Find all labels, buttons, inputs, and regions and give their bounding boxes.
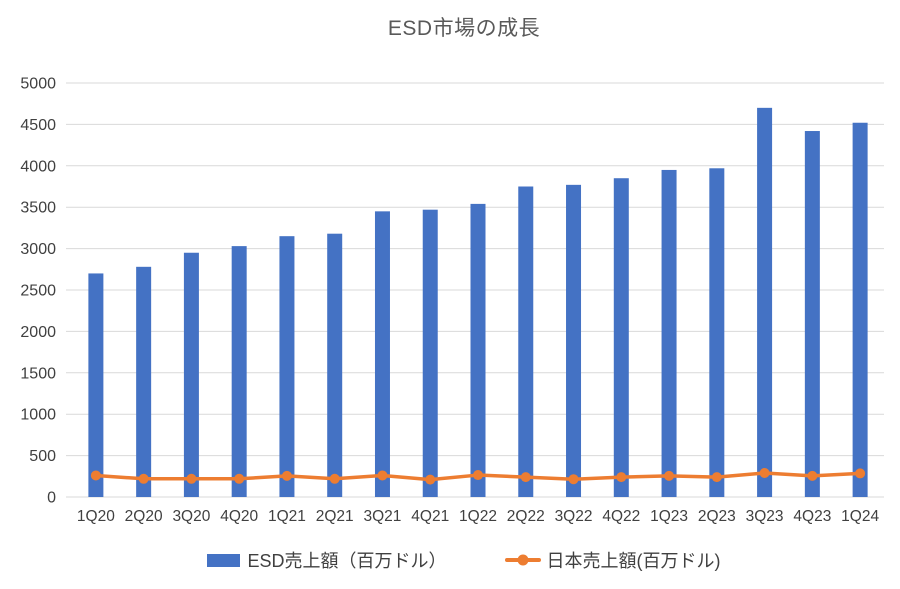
bar-1Q23 [661,169,677,497]
bar-3Q20 [183,252,199,497]
x-tick-label-3Q21: 3Q21 [364,508,402,525]
x-tick-label-3Q22: 3Q22 [555,508,593,525]
line-point-4Q21 [425,474,436,485]
x-tick-label-2Q21: 2Q21 [316,508,354,525]
bar-1Q24 [852,122,868,497]
bar-3Q22 [566,184,582,497]
y-tick-label-500: 500 [29,448,56,465]
legend-item-japan-sales: 日本売上額(百万ドル) [504,547,721,573]
line-point-3Q21 [377,470,388,481]
x-tick-label-3Q23: 3Q23 [746,508,784,525]
bar-1Q21 [279,236,295,497]
bar-4Q20 [231,246,247,497]
line-point-1Q22 [473,470,483,481]
x-tick-label-2Q23: 2Q23 [698,508,736,525]
line-point-3Q20 [186,473,197,484]
bar-2Q23 [709,168,725,497]
line-point-1Q23 [664,470,675,481]
y-tick-label-4500: 4500 [20,117,56,134]
x-tick-label-4Q20: 4Q20 [220,508,258,525]
line-point-4Q23 [807,470,818,481]
x-tick-label-4Q22: 4Q22 [602,508,640,525]
line-series-swatch [504,554,541,566]
bar-2Q22 [518,186,534,497]
y-tick-label-0: 0 [47,490,56,507]
line-point-1Q20 [90,470,101,481]
x-tick-label-1Q22: 1Q22 [459,508,497,525]
x-tick-label-1Q24: 1Q24 [841,508,879,525]
legend-label-esd-sales: ESD売上額（百万ドル） [247,551,447,571]
y-tick-label-2000: 2000 [20,324,56,341]
bar-1Q20 [88,273,104,497]
legend-item-esd-sales: ESD売上額（百万ドル） [207,547,447,573]
line-point-2Q22 [520,472,531,483]
line-point-3Q23 [759,467,770,478]
line-point-2Q20 [138,473,149,484]
y-tick-label-1500: 1500 [20,365,56,382]
line-point-2Q23 [711,472,722,483]
y-tick-label-1000: 1000 [20,407,56,424]
bar-4Q22 [613,178,629,497]
line-point-4Q20 [234,473,245,484]
y-tick-label-5000: 5000 [20,76,56,93]
legend: ESD売上額（百万ドル） 日本売上額(百万ドル) [14,547,900,573]
bar-3Q21 [374,211,390,497]
legend-label-japan-sales: 日本売上額(百万ドル) [546,551,721,571]
chart-title: ESD市場の成長 [387,17,541,40]
bar-series-swatch [207,553,241,567]
bar-1Q22 [470,203,486,497]
line-point-4Q22 [616,472,627,483]
y-tick-label-4000: 4000 [20,158,56,175]
x-tick-label-2Q22: 2Q22 [507,508,545,525]
x-tick-label-1Q23: 1Q23 [650,508,688,525]
line-point-2Q21 [329,473,340,484]
y-tick-label-2500: 2500 [20,283,56,300]
x-tick-label-1Q20: 1Q20 [77,508,115,525]
x-tick-label-4Q23: 4Q23 [793,508,831,525]
line-series-marker-dot [517,554,528,566]
bar-4Q23 [804,131,820,498]
x-tick-label-2Q20: 2Q20 [125,508,163,525]
y-tick-label-3500: 3500 [20,200,56,217]
line-point-1Q21 [281,470,292,481]
plot-area: 0 500 1000 1500 2000 2500 3000 3500 4000 4500 5000… [20,76,884,525]
line-point-3Q22 [568,474,579,485]
x-tick-label-3Q20: 3Q20 [172,508,210,525]
bar-4Q21 [422,209,438,497]
y-tick-label-3000: 3000 [20,241,56,258]
line-point-1Q24 [855,468,866,479]
x-tick-label-1Q21: 1Q21 [268,508,306,525]
bar-3Q23 [757,107,773,497]
bar-2Q20 [136,266,152,497]
x-tick-label-4Q21: 4Q21 [411,508,449,525]
bar-2Q21 [327,233,343,498]
